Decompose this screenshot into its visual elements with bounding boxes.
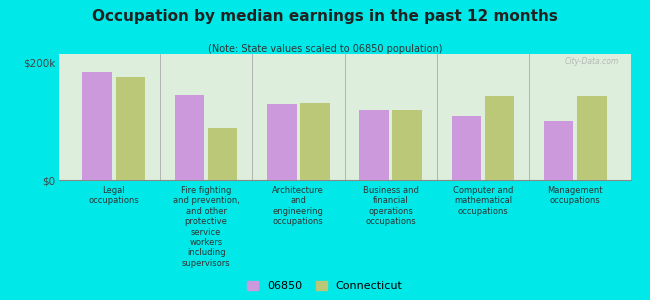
Bar [300,103,330,180]
Text: City-Data.com: City-Data.com [565,56,619,65]
Bar [83,72,112,180]
Text: Computer and
mathematical
occupations: Computer and mathematical occupations [452,186,513,216]
Bar [452,116,481,180]
Text: Fire fighting
and prevention,
and other
protective
service
workers
including
sup: Fire fighting and prevention, and other … [173,186,240,268]
Text: Occupation by median earnings in the past 12 months: Occupation by median earnings in the pas… [92,9,558,24]
Bar [267,104,296,180]
Bar [116,77,145,180]
Text: Management
occupations: Management occupations [547,186,603,206]
Text: Business and
financial
operations
occupations: Business and financial operations occupa… [363,186,419,226]
Bar [544,122,573,180]
Text: (Note: State values scaled to 06850 population): (Note: State values scaled to 06850 popu… [208,44,442,53]
Text: Architecture
and
engineering
occupations: Architecture and engineering occupations [272,186,324,226]
Bar [359,110,389,180]
Bar [393,110,422,180]
Legend: 06850, Connecticut: 06850, Connecticut [248,281,402,291]
Text: Legal
occupations: Legal occupations [88,186,139,206]
Bar [175,95,204,180]
Bar [208,128,237,180]
Bar [485,96,514,180]
Bar [577,96,606,180]
